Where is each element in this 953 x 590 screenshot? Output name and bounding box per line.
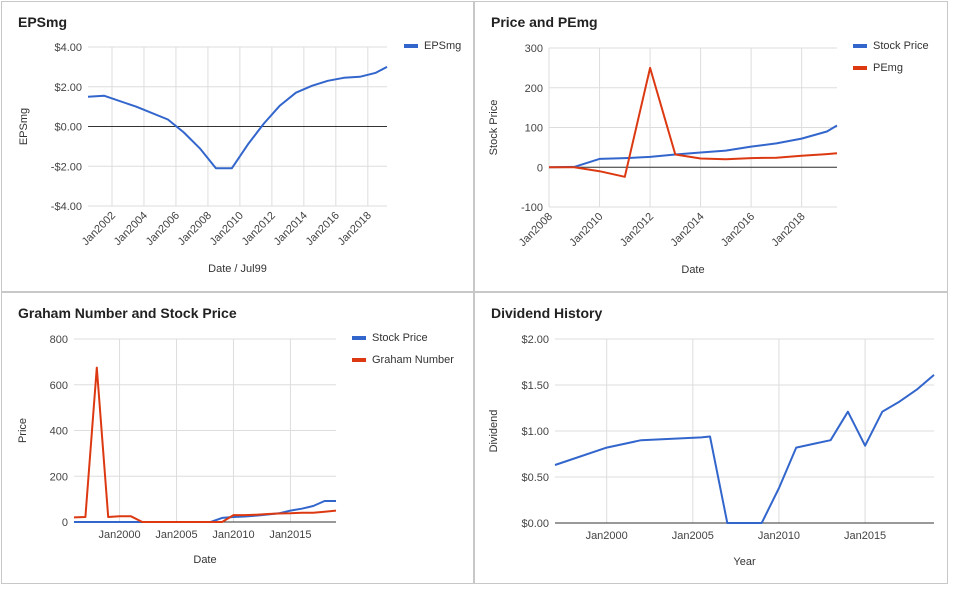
x-axis-title: Date / Jul99 bbox=[208, 263, 267, 275]
y-tick-label: $1.00 bbox=[521, 426, 549, 438]
y-tick-label: 200 bbox=[50, 471, 68, 483]
dividend-chart: $2.00 $1.50 $1.00 $0.50 $0.00 Jan2000 Jan2005 J… bbox=[488, 334, 935, 568]
legend-label: PEmg bbox=[873, 62, 903, 74]
y-tick-label: 100 bbox=[525, 123, 543, 135]
y-tick-label: -100 bbox=[521, 202, 543, 214]
legend-swatch bbox=[404, 44, 418, 48]
x-tick-label: Jan2012 bbox=[240, 210, 278, 248]
x-tick-label: Jan2010 bbox=[758, 530, 800, 542]
y-tick-label: 400 bbox=[50, 426, 68, 438]
y-axis-title: EPSmg bbox=[18, 108, 30, 145]
chart-title: Dividend History bbox=[491, 305, 603, 321]
x-tick-label: Jan2000 bbox=[98, 529, 140, 541]
x-tick-label: Jan2010 bbox=[567, 211, 605, 249]
series-line-pemg bbox=[549, 66, 838, 178]
y-tick-label: 200 bbox=[525, 83, 543, 95]
x-tick-label: Jan2010 bbox=[208, 210, 246, 248]
y-axis-title: Stock Price bbox=[488, 100, 500, 156]
y-tick-label: 300 bbox=[525, 43, 543, 55]
series-line-epsmg bbox=[87, 66, 388, 170]
y-tick-label: $0.00 bbox=[54, 122, 82, 134]
x-axis-title: Date bbox=[193, 554, 216, 566]
chart-title: Graham Number and Stock Price bbox=[18, 305, 237, 321]
legend-label: EPSmg bbox=[424, 40, 461, 52]
series-line-graham-number bbox=[73, 366, 337, 523]
x-tick-label: Jan2015 bbox=[844, 530, 886, 542]
y-tick-label: $0.00 bbox=[521, 518, 549, 530]
x-tick-label: Jan2005 bbox=[155, 529, 197, 541]
eps-chart: $4.00$2.00$0.00-$2.00-$4.00Jan2002Jan200… bbox=[18, 40, 461, 275]
y-tick-label: -$2.00 bbox=[51, 161, 82, 173]
dividend-chart-panel: Dividend History $2.00 $1.50 $1.00 $0.50 $0.… bbox=[474, 292, 948, 584]
y-tick-label: -$4.00 bbox=[51, 201, 82, 213]
y-tick-label: 0 bbox=[62, 517, 68, 529]
x-tick-label: Jan2008 bbox=[517, 211, 555, 249]
series-line-stock-price bbox=[548, 124, 838, 169]
legend-swatch bbox=[853, 66, 867, 70]
y-axis-title: Price bbox=[17, 418, 29, 443]
legend-swatch bbox=[352, 358, 366, 362]
series-line-series bbox=[554, 374, 935, 524]
legend-label: Stock Price bbox=[873, 40, 929, 52]
y-tick-label: $0.50 bbox=[521, 472, 549, 484]
y-tick-label: $2.00 bbox=[54, 82, 82, 94]
x-tick-label: Jan2000 bbox=[586, 530, 628, 542]
y-tick-label: $4.00 bbox=[54, 42, 82, 54]
y-tick-label: 800 bbox=[50, 334, 68, 346]
legend-label: Graham Number bbox=[372, 354, 454, 366]
x-tick-label: Jan2010 bbox=[212, 529, 254, 541]
x-tick-label: Jan2008 bbox=[176, 210, 214, 248]
y-tick-label: 0 bbox=[537, 162, 543, 174]
x-axis-title: Year bbox=[733, 556, 756, 568]
x-tick-label: Jan2018 bbox=[336, 210, 374, 248]
y-tick-label: $1.50 bbox=[521, 380, 549, 392]
legend-label: Stock Price bbox=[372, 332, 428, 344]
x-tick-label: Jan2005 bbox=[672, 530, 714, 542]
graham-chart-panel: Graham Number and Stock Price 800 600 400 2… bbox=[1, 292, 474, 584]
x-tick-label: Jan2018 bbox=[769, 211, 807, 249]
chart-title: EPSmg bbox=[18, 14, 68, 30]
x-tick-label: Jan2014 bbox=[272, 210, 310, 248]
x-tick-label: Jan2015 bbox=[269, 529, 311, 541]
legend-swatch bbox=[352, 336, 366, 340]
x-tick-label: Jan2006 bbox=[144, 210, 182, 248]
x-axis-title: Date bbox=[681, 264, 704, 276]
x-tick-label: Jan2014 bbox=[668, 211, 706, 249]
eps-chart-panel: EPSmg $4.00 $2.00 $0.00 -$2.00 -$4.00 Jan2002… bbox=[1, 1, 474, 292]
price-pe-chart-panel: Price and PEmg 300 200 100 0 -100 Jan2008 Jan2… bbox=[474, 1, 948, 292]
y-axis-title: Dividend bbox=[488, 410, 500, 453]
chart-title: Price and PEmg bbox=[491, 14, 598, 30]
x-tick-label: Jan2012 bbox=[618, 211, 656, 249]
y-tick-label: $2.00 bbox=[521, 334, 549, 346]
x-tick-label: Jan2002 bbox=[80, 210, 118, 248]
graham-chart: 800 600 400 200 0 Jan2000 Jan2005 Jan2010 Jan201… bbox=[17, 332, 454, 566]
x-tick-label: Jan2004 bbox=[112, 210, 150, 248]
x-tick-label: Jan2016 bbox=[304, 210, 342, 248]
x-tick-label: Jan2016 bbox=[719, 211, 757, 249]
y-tick-label: 600 bbox=[50, 380, 68, 392]
series-line-stock-price bbox=[74, 500, 336, 523]
legend-swatch bbox=[853, 44, 867, 48]
